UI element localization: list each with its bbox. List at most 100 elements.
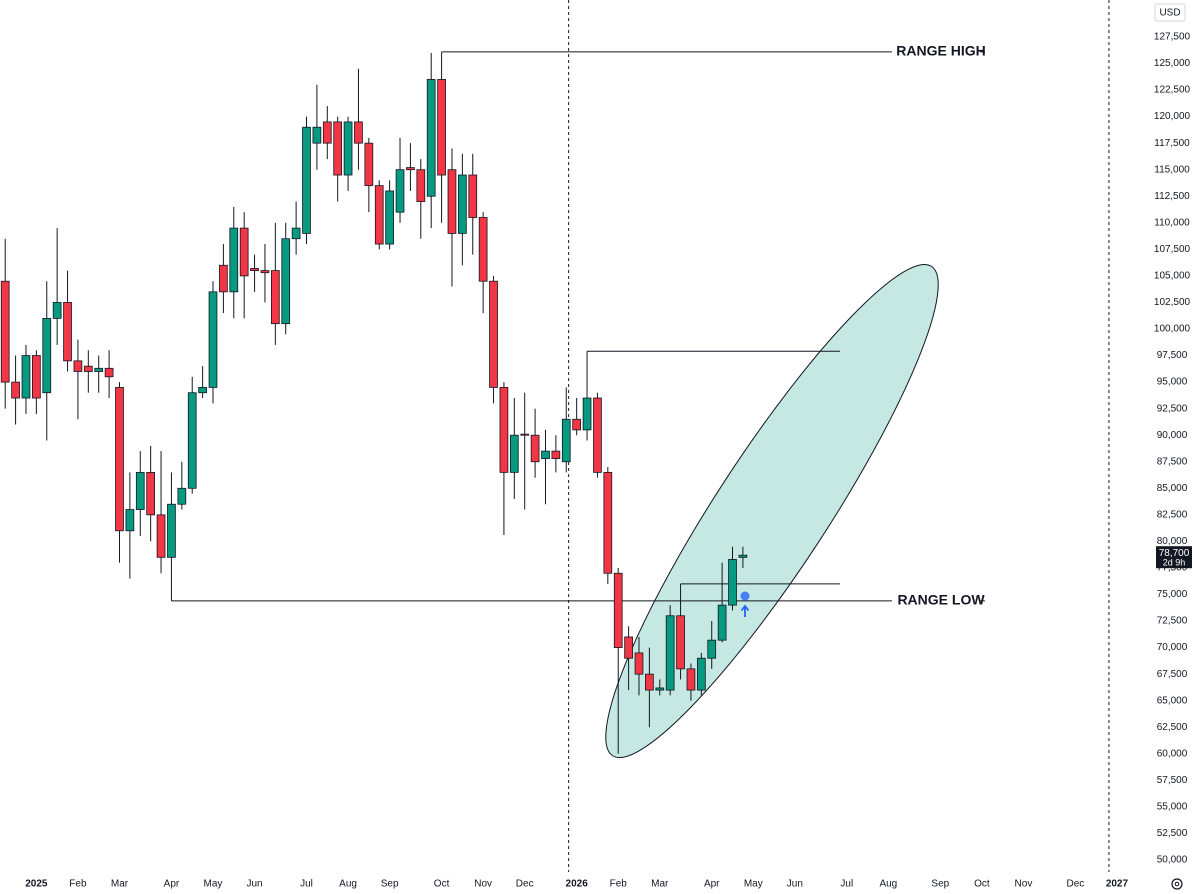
- settings-hub: [1174, 881, 1180, 887]
- candle-body: [135, 471, 145, 510]
- x-tick-label: Nov: [474, 879, 492, 890]
- y-tick-label: 107,500: [1154, 244, 1191, 255]
- candle-body: [686, 668, 696, 691]
- candle-body: [395, 169, 405, 213]
- candle-body: [250, 268, 259, 271]
- y-tick-label: 117,500: [1154, 138, 1190, 149]
- x-tick-label: Oct: [434, 879, 450, 890]
- candle-body: [32, 355, 41, 399]
- settings-icon[interactable]: [1160, 875, 1194, 893]
- y-tick-label: 97,500: [1157, 350, 1188, 361]
- currency-box[interactable]: [1154, 3, 1186, 22]
- candle-body: [447, 169, 457, 234]
- y-tick-label: 65,000: [1157, 695, 1188, 706]
- y-tick-label: 80,000: [1157, 536, 1188, 547]
- x-tick-label: 2027: [1106, 879, 1129, 890]
- candle-body: [520, 433, 530, 436]
- x-tick-label: Apr: [164, 879, 180, 890]
- y-tick-label: 125,000: [1154, 58, 1191, 69]
- x-tick-label: Sep: [931, 879, 949, 890]
- x-tick-label: Sep: [381, 879, 399, 890]
- candle-body: [302, 126, 311, 234]
- marker-dot: [740, 591, 750, 601]
- candle-body: [416, 169, 426, 202]
- y-tick-label: 112,500: [1154, 191, 1190, 202]
- candle-body: [83, 365, 93, 372]
- candle-body: [645, 673, 654, 691]
- candle-body: [509, 434, 519, 473]
- candle-body: [499, 387, 509, 473]
- candle-body: [343, 121, 353, 176]
- y-tick-label: 70,000: [1157, 642, 1188, 653]
- candle-body: [239, 227, 249, 277]
- candle-body: [613, 572, 623, 649]
- candle-body: [458, 174, 467, 234]
- last-price-box: [1156, 546, 1192, 569]
- candle-body: [281, 238, 291, 325]
- x-tick-label: Aug: [339, 879, 357, 890]
- candle-body: [312, 126, 322, 144]
- y-tick-label: 82,500: [1157, 509, 1188, 520]
- candle-body: [530, 434, 540, 463]
- candle-body: [426, 79, 436, 197]
- y-tick-label: 60,000: [1157, 748, 1188, 759]
- y-tick-label: 67,500: [1157, 669, 1188, 680]
- candle-body: [624, 636, 633, 659]
- x-tick-label: Dec: [1066, 879, 1084, 890]
- x-tick-label: Feb: [69, 879, 87, 890]
- settings-gear: [1171, 878, 1183, 890]
- candle-body: [634, 652, 644, 675]
- x-tick-label: Jul: [300, 879, 313, 890]
- candle-body: [146, 471, 156, 516]
- candle-body: [21, 355, 31, 399]
- candle-body: [655, 687, 665, 691]
- candle-body: [167, 503, 176, 558]
- candle-body: [468, 174, 478, 218]
- y-tick-label: 52,500: [1157, 828, 1188, 839]
- range-label: RANGE HIGH: [896, 43, 985, 59]
- y-tick-label: 72,500: [1157, 616, 1188, 627]
- marker-arrow: [740, 604, 750, 617]
- candle-body: [717, 604, 727, 641]
- candle-body: [177, 487, 187, 505]
- candle-body: [229, 227, 239, 293]
- y-tick-label: 85,000: [1157, 483, 1188, 494]
- x-tick-label: May: [744, 879, 763, 890]
- x-tick-label: Aug: [879, 879, 897, 890]
- candle-body: [94, 367, 104, 372]
- candle-body: [73, 360, 83, 372]
- candle-body: [333, 121, 343, 176]
- x-tick-label: Nov: [1015, 879, 1033, 890]
- candle-body: [572, 418, 582, 431]
- y-tick-label: 122,500: [1154, 85, 1191, 96]
- y-tick-label: 127,500: [1154, 32, 1191, 43]
- candle-body: [738, 554, 748, 558]
- y-tick-label: 55,000: [1157, 802, 1188, 813]
- y-tick-label: 120,000: [1154, 111, 1191, 122]
- settings-bg: [1160, 875, 1194, 893]
- y-tick-label: 57,500: [1157, 775, 1188, 786]
- candle-body: [551, 450, 561, 459]
- candle-body: [665, 615, 675, 691]
- candle-body: [104, 367, 114, 378]
- highlight-ellipse: [605, 263, 939, 759]
- candle-body: [676, 615, 685, 670]
- y-tick-label: 115,000: [1154, 164, 1190, 175]
- x-tick-label: 2026: [566, 879, 589, 890]
- candle-body: [42, 317, 52, 394]
- candle-body: [385, 190, 394, 245]
- candle-body: [156, 514, 166, 558]
- range-label: RANGE LOW: [897, 592, 985, 608]
- candle-body: [198, 387, 207, 394]
- x-tick-label: 2025: [25, 879, 48, 890]
- candle-body: [489, 280, 498, 388]
- countdown: 2d 9h: [1163, 558, 1186, 568]
- candle-body: [63, 302, 72, 362]
- candle-body: [696, 657, 706, 691]
- candle-body: [208, 291, 218, 388]
- candle-body: [478, 217, 488, 282]
- candle-body: [52, 302, 62, 319]
- x-tick-label: Mar: [651, 879, 669, 890]
